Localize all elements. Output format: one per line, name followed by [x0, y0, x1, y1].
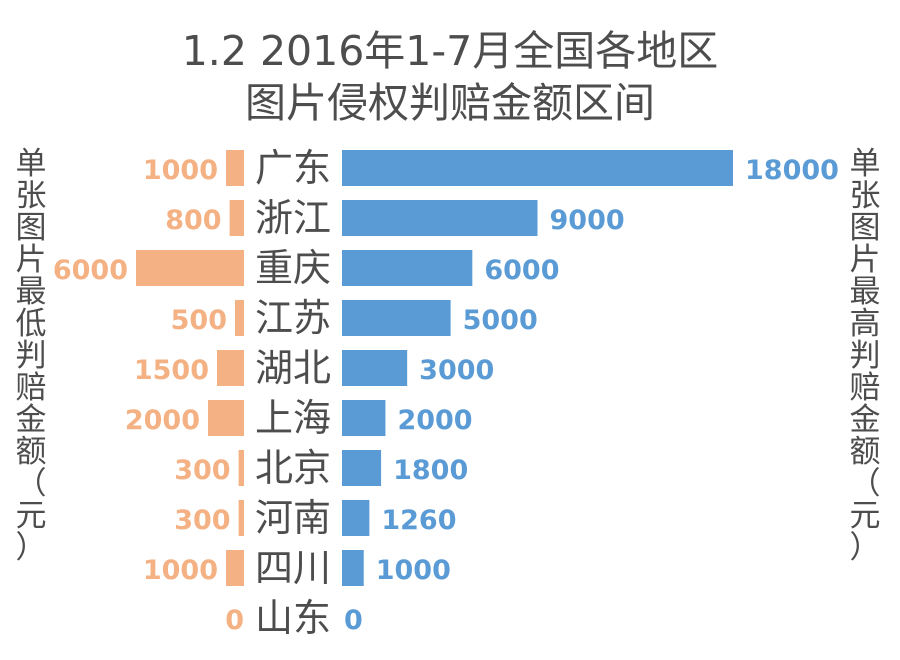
max-bar-2 [342, 200, 538, 236]
max-bar-7 [342, 450, 382, 486]
min-value-label-10: 0 [225, 605, 244, 636]
min-bar-2 [229, 200, 244, 236]
min-bar-6 [208, 400, 244, 436]
region-label-10: 山东 [255, 596, 331, 640]
max-value-label-6: 2000 [397, 405, 472, 436]
region-label-5: 湖北 [255, 346, 331, 390]
max-bar-6 [342, 400, 386, 436]
region-label-2: 浙江 [255, 196, 331, 240]
right-axis-label: 单张图片最高判赔金额（元） [849, 146, 881, 566]
max-bar-5 [342, 350, 408, 386]
max-value-label-2: 9000 [550, 205, 625, 236]
max-value-label-8: 1260 [381, 505, 456, 536]
min-bar-5 [217, 350, 244, 386]
min-value-label-7: 300 [174, 455, 230, 486]
min-bar-4 [235, 300, 244, 336]
max-bar-8 [342, 500, 370, 536]
region-label-6: 上海 [255, 396, 331, 440]
min-bar-8 [238, 500, 244, 536]
region-label-8: 河南 [255, 496, 331, 540]
max-value-label-3: 6000 [484, 255, 559, 286]
min-value-label-8: 300 [174, 505, 230, 536]
min-value-label-9: 1000 [143, 555, 218, 586]
min-value-label-1: 1000 [143, 155, 218, 186]
max-value-label-1: 18000 [745, 155, 839, 186]
region-label-4: 江苏 [255, 296, 331, 340]
min-bar-1 [226, 150, 244, 186]
max-bar-9 [342, 550, 364, 586]
region-label-9: 四川 [255, 546, 331, 590]
min-value-label-4: 500 [171, 305, 227, 336]
max-value-label-9: 1000 [376, 555, 451, 586]
min-bar-9 [226, 550, 244, 586]
max-value-label-5: 3000 [419, 355, 494, 386]
max-bar-3 [342, 250, 473, 286]
chart-title-line2: 图片侵权判赔金额区间 [245, 79, 655, 127]
chart-title-line1: 1.2 2016年1-7月全国各地区 [181, 27, 719, 75]
min-value-label-5: 1500 [134, 355, 209, 386]
region-label-3: 重庆 [255, 246, 331, 290]
max-bar-1 [342, 150, 733, 186]
max-value-label-4: 5000 [463, 305, 538, 336]
min-value-label-6: 2000 [125, 405, 200, 436]
max-value-label-10: 0 [344, 605, 363, 636]
min-value-label-2: 800 [165, 205, 221, 236]
max-bar-4 [342, 300, 451, 336]
min-bar-7 [238, 450, 244, 486]
left-axis-label: 单张图片最低判赔金额（元） [15, 146, 47, 566]
region-label-1: 广东 [255, 146, 331, 190]
max-value-label-7: 1800 [393, 455, 468, 486]
region-label-7: 北京 [255, 446, 331, 490]
min-value-label-3: 6000 [53, 255, 128, 286]
min-bar-3 [136, 250, 244, 286]
